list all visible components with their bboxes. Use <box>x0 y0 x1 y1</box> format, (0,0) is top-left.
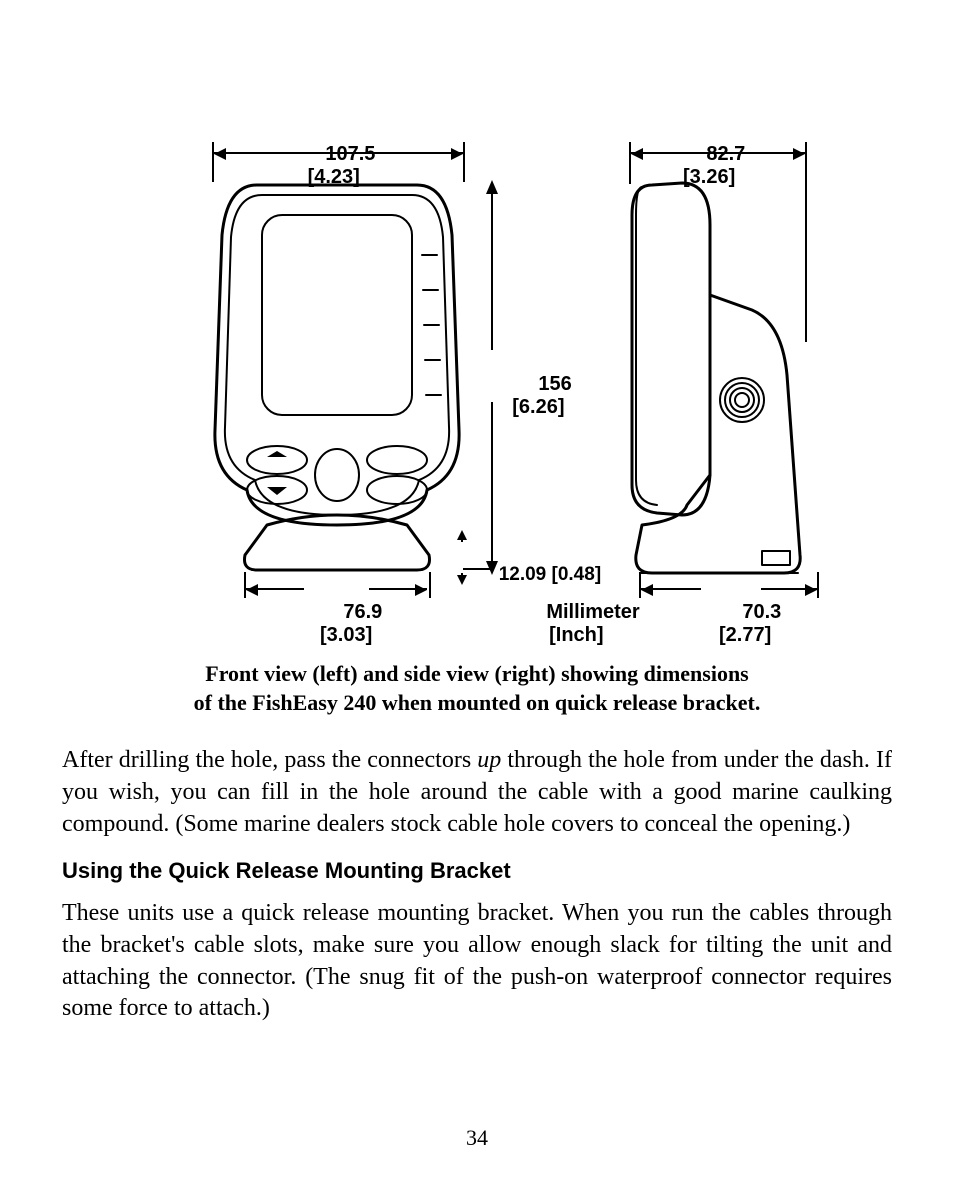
dim-top-left: 107.5[4.23] <box>292 120 375 212</box>
manual-page: 107.5[4.23] 82.7[3.26] 156[6.26] 12.09 [… <box>0 0 954 1199</box>
dim-height-arrow <box>482 180 502 575</box>
front-view-drawing <box>207 175 467 595</box>
dim-top-right: 82.7[3.26] <box>673 120 745 212</box>
dim-units: Millimeter[Inch] <box>513 578 640 670</box>
paragraph-1: After drilling the hole, pass the connec… <box>62 745 892 840</box>
section-heading: Using the Quick Release Mounting Bracket <box>62 858 892 884</box>
dim-thickness-arrow <box>452 530 472 585</box>
paragraph-2: These units use a quick release mounting… <box>62 898 892 1025</box>
side-view-drawing <box>612 175 832 595</box>
dim-base-left: 76.9[3.03] <box>310 578 382 670</box>
page-number: 34 <box>0 1125 954 1151</box>
dim-base-right: 70.3[2.77] <box>709 578 781 670</box>
dim-height: 156[6.26] <box>505 350 572 442</box>
dimension-diagram: 107.5[4.23] 82.7[3.26] 156[6.26] 12.09 [… <box>117 120 837 650</box>
